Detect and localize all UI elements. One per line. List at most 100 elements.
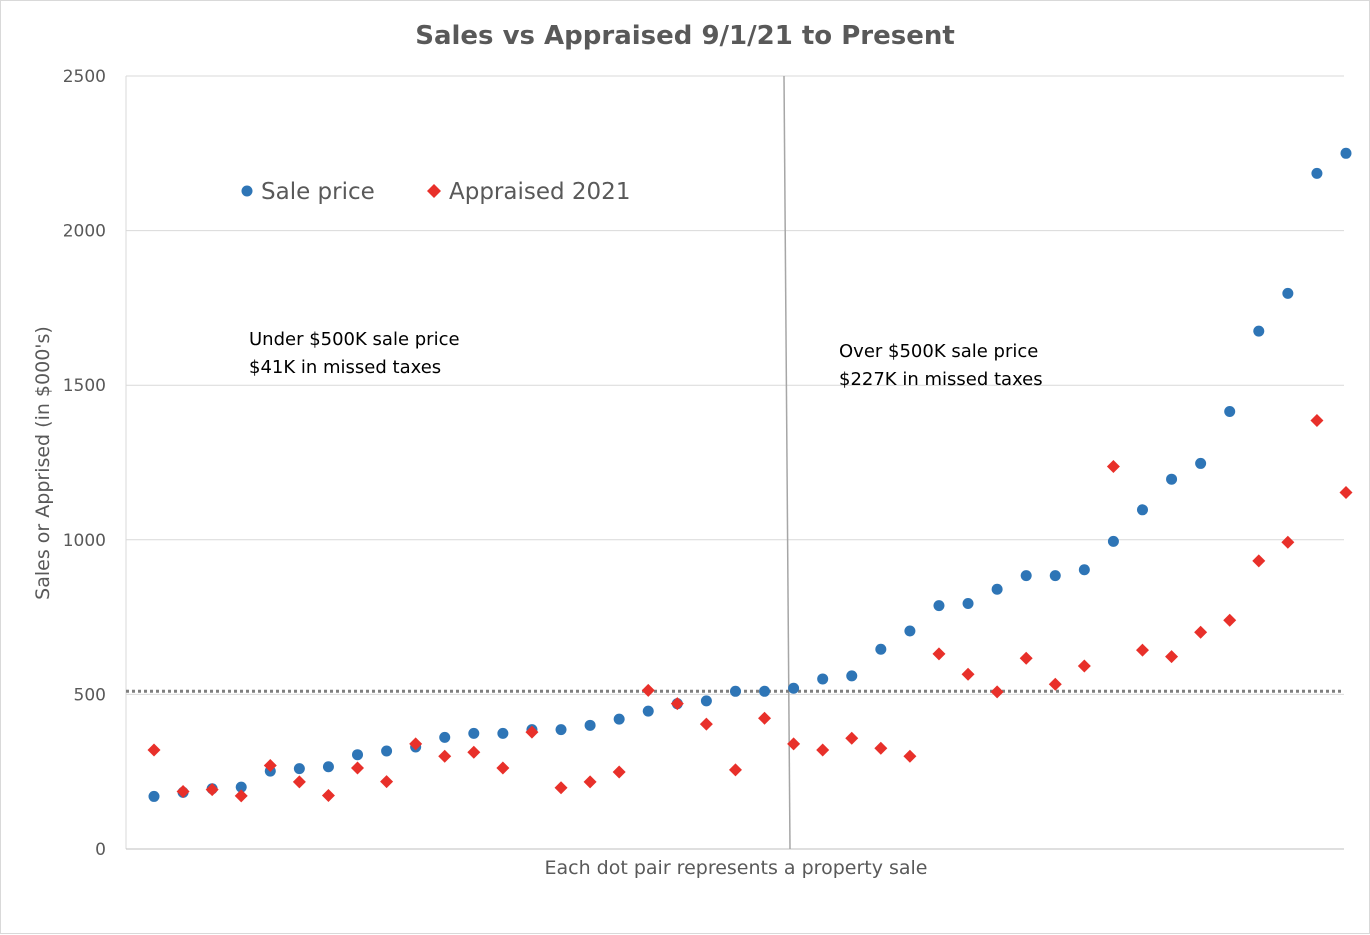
appraised-point-35	[1135, 643, 1149, 657]
legend-appraised-label: Appraised 2021	[449, 179, 630, 205]
y-tick-label-500: 500	[74, 685, 106, 705]
appraised-point-34	[1106, 460, 1120, 474]
appraised-point-31	[1019, 651, 1033, 665]
sale-price-point-22	[759, 685, 771, 697]
y-tick-label-2500: 2500	[63, 67, 106, 87]
appraised-point-26	[874, 741, 888, 755]
sale-price-point-39	[1253, 325, 1265, 337]
sale-price-point-18	[642, 705, 654, 717]
appraised-point-2	[176, 784, 190, 798]
gridlines	[126, 75, 1344, 695]
appraised-point-3	[205, 783, 219, 797]
y-tick-label-0: 0	[95, 840, 106, 860]
sale-price-point-11	[439, 731, 451, 743]
y-axis-ticks: 0 500 1000 1500 2000 2500	[63, 67, 106, 860]
y-tick-label-1000: 1000	[63, 531, 106, 551]
sale-price-point-16	[584, 719, 596, 731]
y-tick-label-2000: 2000	[63, 222, 106, 242]
appraised-point-38	[1223, 613, 1237, 627]
appraised-point-39	[1252, 554, 1266, 568]
sale-price-point-42	[1340, 147, 1352, 159]
x-axis-label: Each dot pair represents a property sale	[545, 857, 928, 879]
divider-line	[783, 75, 791, 850]
appraised-point-21	[728, 763, 742, 777]
sale-price-point-21	[729, 685, 741, 697]
sale-price-point-7	[322, 761, 334, 773]
chart-title: Sales vs Appraised 9/1/21 to Present	[415, 21, 955, 51]
annotation-under-line1: Under $500K sale price	[249, 329, 460, 350]
appraised-point-28	[932, 647, 946, 661]
sale-price-point-33	[1078, 564, 1090, 576]
sale-price-point-8	[352, 749, 364, 761]
sale-price-point-27	[904, 625, 916, 637]
appraised-point-40	[1281, 535, 1295, 549]
y-tick-label-1500: 1500	[63, 376, 106, 396]
sale-price-point-13	[497, 727, 509, 739]
sale-price-point-20	[700, 695, 712, 707]
appraised-point-19	[670, 697, 684, 711]
sale-price-point-35	[1136, 504, 1148, 516]
appraised-point-20	[699, 717, 713, 731]
sale-price-point-37	[1195, 457, 1207, 469]
appraised-point-32	[1048, 677, 1062, 691]
appraised-point-29	[961, 667, 975, 681]
appraised-point-17	[612, 765, 626, 779]
appraised-point-6	[292, 775, 306, 789]
data-points	[147, 147, 1353, 803]
sale-price-point-28	[933, 600, 945, 612]
appraised-point-10	[409, 737, 423, 751]
sale-price-point-25	[846, 670, 858, 682]
sale-price-point-34	[1107, 535, 1119, 547]
sale-price-point-15	[555, 724, 567, 736]
sale-price-point-38	[1224, 405, 1236, 417]
legend-appraised-marker	[427, 184, 441, 198]
appraised-point-18	[641, 683, 655, 697]
appraised-point-7	[321, 789, 335, 803]
sale-price-point-30	[991, 583, 1003, 595]
sale-price-point-31	[1020, 570, 1032, 582]
appraised-point-13	[496, 761, 510, 775]
annotation-over-line1: Over $500K sale price	[839, 341, 1038, 362]
appraised-point-9	[380, 775, 394, 789]
sale-price-point-24	[817, 673, 829, 685]
legend: Sale price Appraised 2021	[241, 179, 630, 205]
legend-sale-price-marker	[241, 185, 253, 197]
appraised-point-24	[816, 743, 830, 757]
sale-price-point-17	[613, 713, 625, 725]
appraised-point-22	[758, 711, 772, 725]
sale-price-point-1	[148, 790, 160, 802]
appraised-point-8	[351, 761, 365, 775]
sale-price-point-12	[468, 727, 480, 739]
appraised-point-4	[234, 789, 248, 803]
y-axis-label: Sales or Apprised (in $000's)	[32, 326, 54, 600]
appraised-point-16	[583, 775, 597, 789]
sale-price-point-40	[1282, 287, 1294, 299]
appraised-point-5	[263, 759, 277, 773]
appraised-point-37	[1194, 625, 1208, 639]
sale-price-point-9	[381, 745, 393, 757]
sale-price-point-32	[1049, 570, 1061, 582]
sale-price-point-6	[293, 763, 305, 775]
appraised-point-27	[903, 749, 917, 763]
annotation-under-line2: $41K in missed taxes	[249, 357, 441, 378]
appraised-point-12	[467, 745, 481, 759]
appraised-point-30	[990, 685, 1004, 699]
sale-price-point-29	[962, 597, 974, 609]
sale-price-point-23	[788, 682, 800, 694]
appraised-point-15	[554, 781, 568, 795]
appraised-point-1	[147, 743, 161, 757]
appraised-point-23	[787, 737, 801, 751]
legend-sale-price-label: Sale price	[261, 179, 375, 205]
appraised-point-33	[1077, 659, 1091, 673]
appraised-point-11	[438, 749, 452, 763]
sale-price-point-26	[875, 643, 887, 655]
appraised-point-25	[845, 731, 859, 745]
sale-price-point-4	[235, 781, 247, 793]
appraised-point-42	[1339, 485, 1353, 499]
annotation-over-line2: $227K in missed taxes	[839, 369, 1043, 390]
sale-price-point-36	[1166, 473, 1178, 485]
sale-price-point-41	[1311, 167, 1323, 179]
appraised-point-41	[1310, 413, 1324, 427]
